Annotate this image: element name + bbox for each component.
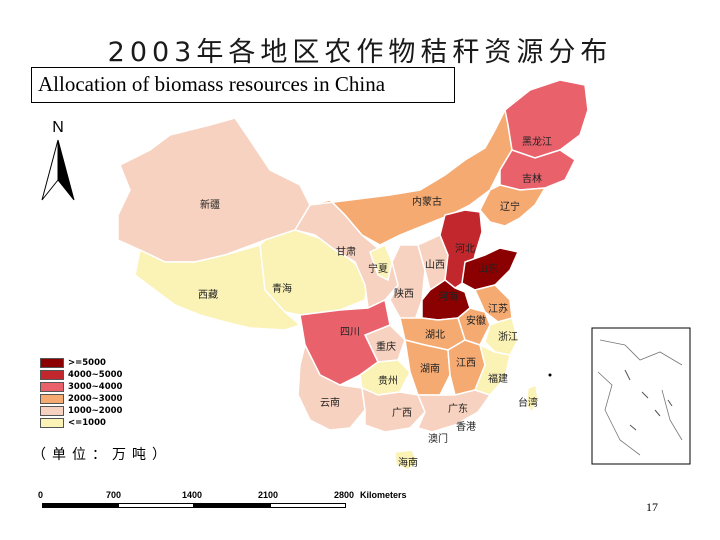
label-zhejiang: 浙江: [498, 331, 518, 343]
label-sichuan: 四川: [340, 327, 360, 338]
province-taiwan: [525, 383, 539, 414]
scale-segment: [118, 503, 194, 508]
scale-tick-label: 2100: [258, 490, 279, 500]
label-guangxi: 广西: [392, 407, 412, 419]
province-zhejiang: [484, 317, 519, 356]
legend-item: >=5000: [40, 357, 122, 369]
scale-segment: [194, 503, 270, 508]
north-label: N: [52, 119, 64, 136]
legend-swatch: [40, 418, 64, 428]
province-yunnan: [297, 342, 366, 431]
legend-item: 4000~5000: [40, 369, 122, 381]
legend-item: 2000~3000: [40, 393, 122, 405]
scale-unit-label: Kilometers: [360, 490, 407, 500]
label-shaanxi: 陕西: [394, 287, 414, 300]
province-fujian: [474, 343, 511, 396]
legend-label: >=5000: [68, 358, 106, 368]
label-jilin: 吉林: [522, 172, 542, 185]
legend-label: <=1000: [68, 418, 106, 428]
legend-item: <=1000: [40, 417, 122, 429]
province-shaanxi: [389, 244, 426, 321]
scale-segment: [42, 503, 118, 508]
slide-subtitle: Allocation of biomass resources in China: [31, 67, 455, 103]
legend-label: 3000~4000: [68, 382, 123, 392]
page-number: 17: [646, 500, 658, 514]
label-hainan: 海南: [398, 456, 418, 469]
province-guangdong: [416, 389, 492, 433]
legend-swatch: [40, 394, 64, 404]
label-heilongjiang: 黑龙江: [522, 135, 552, 148]
label-xizang: 西藏: [198, 289, 218, 301]
scale-tick-label: 0: [38, 490, 44, 500]
label-hunan: 湖南: [420, 362, 440, 375]
label-neimenggu: 内蒙古: [412, 195, 442, 208]
map-legend: >=5000 4000~5000 3000~4000 2000~3000 1000~20…: [40, 357, 122, 429]
label-anhui: 安徽: [466, 314, 486, 327]
province-hunan: [404, 338, 451, 396]
province-xizang: [134, 244, 302, 331]
label-xianggang: 香港: [456, 421, 476, 433]
label-aomen: 澳门: [428, 432, 448, 445]
legend-label: 2000~3000: [68, 394, 123, 404]
scale-segment: [270, 503, 346, 508]
legend-label: 1000~2000: [68, 406, 123, 416]
legend-swatch: [40, 358, 64, 368]
province-heilongjiang: [504, 79, 589, 159]
label-liaoning: 辽宁: [500, 200, 520, 213]
label-hebei: 河北: [455, 243, 475, 255]
scale-tick-label: 700: [106, 490, 122, 500]
label-yunnan: 云南: [320, 396, 340, 409]
slide-title: 2003年各地区农作物秸秆资源分布: [107, 37, 613, 68]
scale-bar: 0 700 1400 2100 2800 Kilometers: [36, 490, 416, 520]
legend-label: 4000~5000: [68, 370, 123, 380]
label-hubei: 湖北: [425, 329, 445, 341]
legend-swatch: [40, 370, 64, 380]
legend-swatch: [40, 406, 64, 416]
label-ningxia: 宁夏: [368, 262, 388, 275]
label-gansu: 甘肃: [336, 245, 356, 258]
label-guangdong: 广东: [448, 402, 468, 415]
label-chongqing: 重庆: [376, 340, 396, 353]
label-shandong: 山东: [478, 262, 498, 275]
province-hainan: [394, 449, 419, 471]
label-guizhou: 贵州: [378, 374, 398, 387]
legend-item: 3000~4000: [40, 381, 122, 393]
south-china-sea-inset: [591, 327, 691, 465]
north-arrow: N: [41, 119, 75, 201]
province-shandong: [461, 247, 520, 291]
label-jiangsu: 江苏: [488, 302, 508, 315]
legend-swatch: [40, 382, 64, 392]
label-jiangxi: 江西: [456, 357, 476, 369]
label-xinjiang: 新疆: [200, 198, 220, 211]
label-henan: 河南: [438, 290, 458, 303]
province-guangxi: [361, 386, 426, 433]
legend-unit: （单位：万吨）: [32, 447, 172, 463]
island-dot: [548, 373, 552, 377]
label-fujian: 福建: [488, 372, 508, 385]
province-liaoning: [479, 184, 547, 227]
scale-tick-label: 1400: [182, 490, 203, 500]
province-ningxia: [369, 243, 393, 282]
legend-item: 1000~2000: [40, 405, 122, 417]
scale-tick-label: 2800: [334, 490, 355, 500]
label-qinghai: 青海: [272, 282, 292, 295]
label-shanxi: 山西: [425, 259, 445, 271]
label-taiwan: 台湾: [518, 396, 538, 409]
